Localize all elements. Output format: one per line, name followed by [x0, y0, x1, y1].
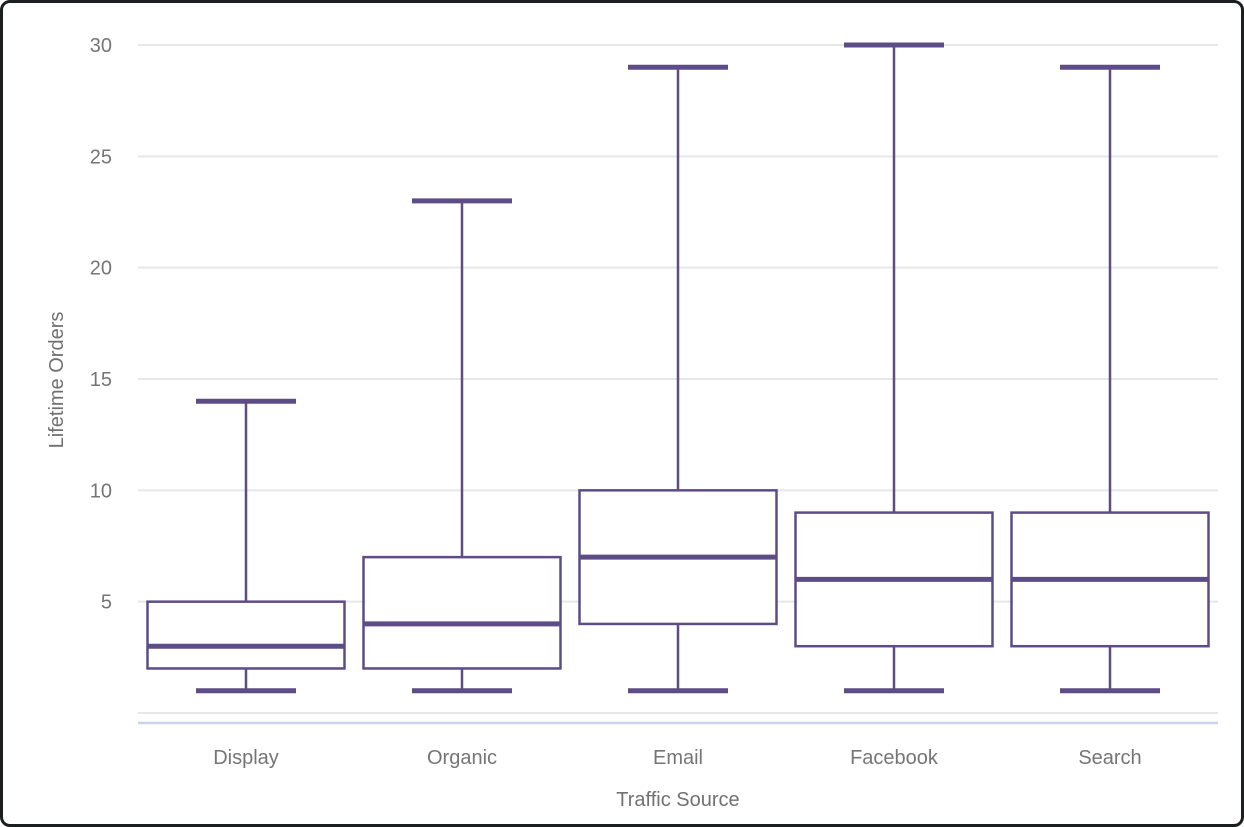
box-series — [146, 42, 1210, 694]
box-search[interactable] — [1010, 64, 1210, 694]
box-organic[interactable] — [362, 198, 562, 694]
box-email[interactable] — [578, 64, 778, 694]
y-tick-label-20: 20 — [90, 258, 112, 280]
y-tick-labels: 5 10 15 20 25 30 — [90, 35, 112, 614]
y-axis-title: Lifetime Orders — [46, 312, 68, 449]
x-axis-title: Traffic Source — [616, 789, 739, 811]
x-label-display: Display — [213, 747, 279, 769]
y-tick-label-30: 30 — [90, 35, 112, 57]
x-label-facebook: Facebook — [850, 747, 939, 769]
x-label-organic: Organic — [427, 747, 497, 769]
iqr-box — [146, 600, 346, 670]
iqr-box — [362, 555, 562, 670]
y-tick-label-5: 5 — [101, 592, 112, 614]
y-tick-label-15: 15 — [90, 369, 112, 391]
box-facebook[interactable] — [794, 42, 994, 694]
x-label-search: Search — [1078, 747, 1141, 769]
y-tick-label-25: 25 — [90, 146, 112, 168]
y-tick-label-10: 10 — [90, 480, 112, 502]
x-category-labels: Display Organic Email Facebook Search — [213, 747, 1141, 769]
box-display[interactable] — [146, 398, 346, 694]
x-label-email: Email — [653, 747, 703, 769]
